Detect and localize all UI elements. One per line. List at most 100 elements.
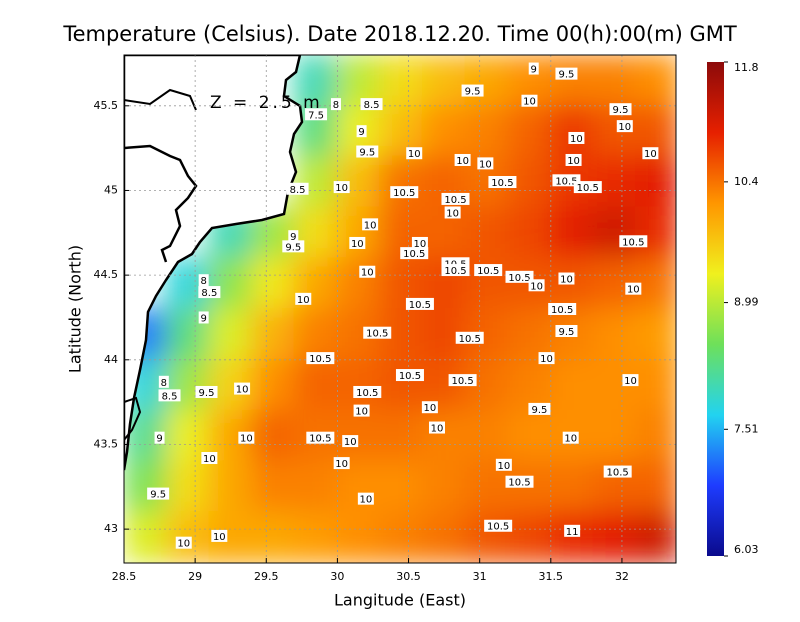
heatmap-cell bbox=[635, 257, 676, 310]
grid bbox=[123, 55, 676, 563]
heatmap-cell bbox=[507, 358, 552, 412]
contour-label: 10 bbox=[618, 122, 631, 133]
heatmap-cell bbox=[635, 460, 676, 514]
contour-label: 10.5 bbox=[356, 388, 378, 399]
heatmap-cell bbox=[165, 460, 211, 514]
heatmap-cell bbox=[208, 257, 254, 310]
contour-label: 10 bbox=[567, 156, 580, 167]
contour-label: 10 bbox=[361, 268, 374, 279]
contour-label-box bbox=[357, 492, 374, 505]
x-axis-label: Langitude (East) bbox=[334, 591, 466, 610]
heatmap-cell bbox=[635, 511, 676, 563]
heatmap-cell bbox=[635, 55, 676, 107]
contour-label: 10.5 bbox=[444, 195, 466, 206]
contour-label-box bbox=[528, 62, 539, 75]
border bbox=[124, 396, 142, 441]
contour-label-box bbox=[195, 385, 218, 398]
contour-label-box bbox=[158, 375, 169, 388]
heatmap-cell bbox=[208, 308, 254, 361]
contour-label-box bbox=[552, 174, 581, 187]
contour-label: 9 bbox=[358, 127, 364, 138]
heatmap-cell bbox=[464, 104, 510, 158]
contour-label: 10.5 bbox=[622, 237, 644, 248]
contour-label: 10.5 bbox=[444, 266, 466, 277]
colorbar-tick-label: 11.8 bbox=[734, 61, 759, 74]
contour-label-box bbox=[288, 230, 299, 243]
colorbar-tick-label: 7.51 bbox=[734, 422, 759, 435]
contour-label: 8 bbox=[161, 378, 167, 389]
contour-label: 10 bbox=[344, 437, 357, 448]
contour-label: 10.5 bbox=[451, 376, 473, 387]
contour-label: 10.5 bbox=[607, 468, 629, 479]
x-tick-label: 29.5 bbox=[254, 570, 279, 583]
heatmap-cell bbox=[379, 358, 424, 412]
contour-label-box bbox=[609, 103, 632, 116]
contour-label-box bbox=[477, 157, 494, 170]
contour-label-box bbox=[295, 292, 312, 305]
heatmap-cell bbox=[507, 206, 552, 260]
contour-label-box bbox=[528, 279, 545, 292]
contour-label-box bbox=[421, 401, 438, 414]
contour-label: 10 bbox=[424, 403, 437, 414]
heatmap-cell bbox=[421, 55, 467, 107]
border bbox=[124, 88, 197, 111]
heatmap-cell bbox=[635, 308, 676, 361]
contour-label-box bbox=[565, 153, 582, 166]
heatmap-cell bbox=[592, 409, 638, 463]
heatmap-cell bbox=[379, 155, 424, 209]
contour-label-box bbox=[441, 264, 470, 277]
contour-label-box bbox=[444, 206, 461, 219]
contour-label: 9 bbox=[531, 65, 537, 76]
contour-label: 8.5 bbox=[162, 391, 178, 402]
colorbar bbox=[707, 62, 724, 556]
contour-label: 10 bbox=[364, 220, 377, 231]
contour-label-box bbox=[603, 465, 632, 478]
contour-label-box bbox=[306, 431, 335, 444]
contour-label: 10 bbox=[414, 239, 427, 250]
contour-label: 10 bbox=[431, 424, 444, 435]
contour-label: 10 bbox=[213, 532, 226, 543]
y-axis-label: Latitude (North) bbox=[66, 245, 85, 373]
contour-label-box bbox=[455, 331, 484, 344]
contour-label: 10 bbox=[351, 239, 364, 250]
contour-label-box bbox=[333, 181, 350, 194]
contour-label: 10.5 bbox=[409, 300, 431, 311]
contour-label-box bbox=[441, 192, 470, 205]
contour-label: 9.5 bbox=[359, 148, 375, 159]
heatmap-cell bbox=[592, 511, 638, 563]
contour-label-box bbox=[495, 458, 512, 471]
y-tick-label: 43 bbox=[104, 522, 118, 535]
y-tick-label: 44.5 bbox=[94, 268, 119, 281]
heatmap-cell bbox=[507, 104, 552, 158]
colorbar-tick-label: 6.03 bbox=[734, 543, 759, 556]
y-tick-label: 45.5 bbox=[94, 99, 119, 112]
contour-label-box bbox=[558, 272, 575, 285]
contour-label: 10 bbox=[355, 407, 368, 418]
contour-label-box bbox=[360, 98, 383, 111]
contour-label: 9.5 bbox=[559, 327, 575, 338]
contour-label-box bbox=[619, 235, 648, 248]
contour-label: 10 bbox=[236, 385, 249, 396]
heatmap-cell bbox=[293, 155, 339, 209]
contour-label-box bbox=[175, 536, 192, 549]
contour-label-box bbox=[198, 311, 209, 324]
contour-label-box bbox=[405, 297, 434, 310]
contour-label: 10.5 bbox=[555, 176, 577, 187]
contour-label: 10.5 bbox=[491, 178, 513, 189]
contour-label-box bbox=[616, 120, 633, 133]
contour-label: 9 bbox=[200, 313, 206, 324]
contour-label: 10 bbox=[540, 354, 553, 365]
contour-label: 9.5 bbox=[613, 105, 629, 116]
heatmap-cell bbox=[251, 257, 296, 310]
x-tick-label: 30 bbox=[330, 570, 344, 583]
contour-label: 8 bbox=[200, 276, 206, 287]
border bbox=[124, 144, 198, 263]
y-tick-label: 45 bbox=[104, 183, 118, 196]
x-tick-label: 32 bbox=[615, 570, 629, 583]
contour-label-box bbox=[528, 402, 551, 415]
plot-frame bbox=[123, 54, 677, 564]
contour-label-box bbox=[555, 325, 578, 338]
contour-label: 10 bbox=[203, 454, 216, 465]
heatmap-cell bbox=[549, 104, 595, 158]
heatmap-cell bbox=[464, 55, 510, 107]
